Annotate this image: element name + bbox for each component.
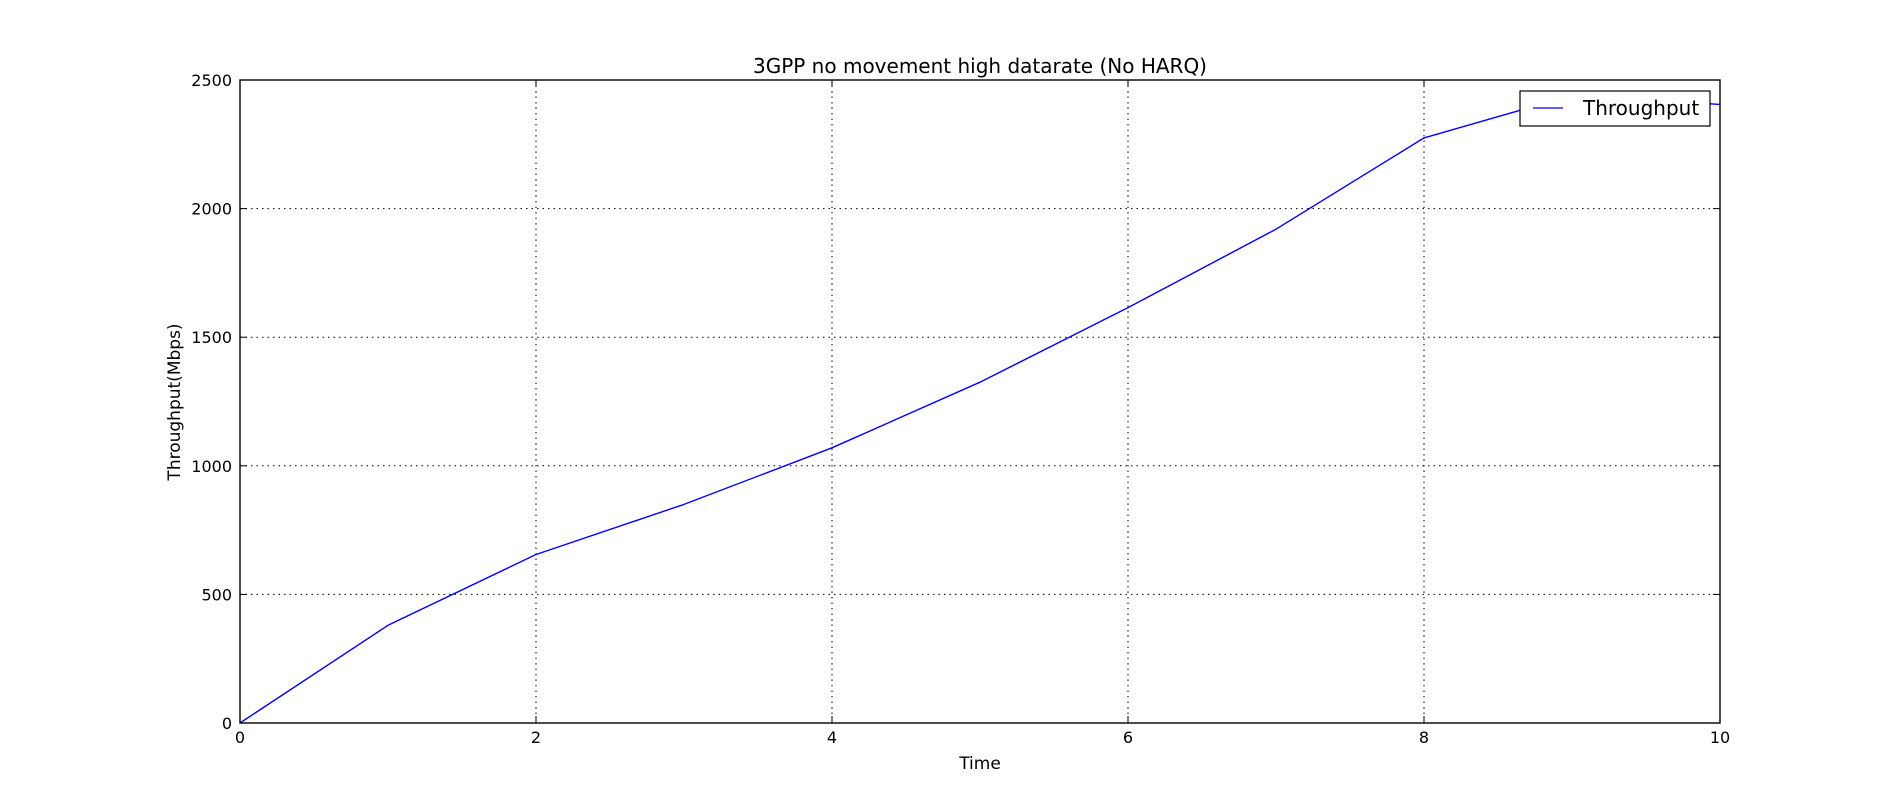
legend-label-throughput: Throughput [1582, 96, 1699, 120]
data-point [387, 625, 389, 627]
chart-title: 3GPP no movement high datarate (No HARQ) [753, 54, 1207, 78]
y-tick-label: 1500 [191, 328, 232, 347]
data-point [683, 504, 685, 506]
data-point [535, 554, 537, 556]
x-tick-label: 8 [1419, 728, 1429, 747]
data-point [1275, 228, 1277, 230]
data-point [1127, 307, 1129, 309]
data-point [831, 447, 833, 449]
series-line-throughput [239, 94, 1721, 724]
data-point [1423, 137, 1425, 139]
y-axis-label: Throughput(Mbps) [165, 323, 185, 481]
x-tick-label: 0 [235, 728, 245, 747]
x-tick-label: 6 [1123, 728, 1133, 747]
y-tick-label: 1000 [191, 457, 232, 476]
series-layer [239, 94, 1721, 724]
y-tick-label: 0 [222, 714, 232, 733]
y-tick-label: 500 [201, 585, 232, 604]
y-tick-label: 2500 [191, 71, 232, 90]
x-tick-label: 2 [531, 728, 541, 747]
plot-area-frame [239, 79, 1721, 724]
x-tick-label: 10 [1710, 728, 1730, 747]
legend: Throughput [1519, 90, 1711, 127]
axis-ticks: 0 2 4 6 8 10 0 500 1000 1500 2000 2500 [191, 71, 1730, 747]
data-point [979, 381, 981, 383]
x-tick-label: 4 [827, 728, 837, 747]
y-tick-label: 2000 [191, 200, 232, 219]
x-axis-label: Time [958, 754, 1001, 774]
